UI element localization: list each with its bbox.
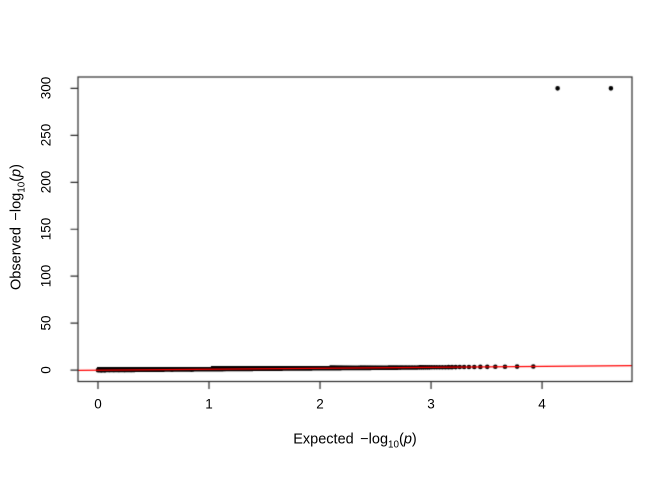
x-tick-label: 0 xyxy=(94,396,102,412)
x-tick-label: 3 xyxy=(427,396,435,412)
y-tick-label: 0 xyxy=(38,366,54,374)
y-tick-label: 300 xyxy=(38,77,54,100)
y-axis-label: Observed−log10(p) xyxy=(8,164,28,290)
x-tick-label: 2 xyxy=(316,396,324,412)
y-tick-label: 250 xyxy=(38,124,54,147)
x-tick-label: 4 xyxy=(538,396,546,412)
y-tick-label: 200 xyxy=(38,171,54,194)
x-axis-label: Expected −log10(p) xyxy=(293,431,417,451)
y-tick-label: 150 xyxy=(38,217,54,241)
x-tick-label: 1 xyxy=(205,396,213,412)
y-tick-label: 100 xyxy=(38,264,54,288)
y-tick-label: 50 xyxy=(38,315,54,331)
